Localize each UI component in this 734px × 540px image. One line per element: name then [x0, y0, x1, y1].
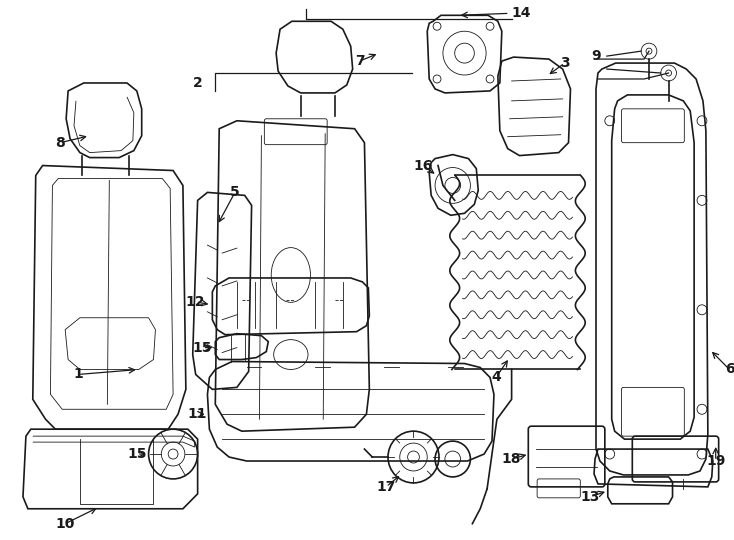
Text: 2: 2	[193, 76, 203, 90]
Text: 14: 14	[512, 6, 531, 21]
Text: 16: 16	[414, 159, 433, 173]
Text: 11: 11	[188, 407, 208, 421]
Text: 9: 9	[591, 49, 601, 63]
Text: 15: 15	[127, 447, 147, 461]
Text: 12: 12	[186, 295, 206, 309]
Text: 1: 1	[73, 367, 83, 381]
Text: 7: 7	[355, 54, 364, 68]
Text: 5: 5	[230, 185, 240, 199]
Text: 17: 17	[377, 480, 396, 494]
Text: 18: 18	[502, 452, 521, 466]
Text: 15: 15	[193, 341, 212, 355]
Text: 3: 3	[560, 56, 570, 70]
Text: 13: 13	[581, 490, 600, 504]
Text: 10: 10	[56, 517, 75, 531]
Text: 4: 4	[491, 370, 501, 384]
Text: 8: 8	[55, 136, 65, 150]
Text: 6: 6	[724, 362, 734, 376]
Text: 19: 19	[706, 454, 725, 468]
